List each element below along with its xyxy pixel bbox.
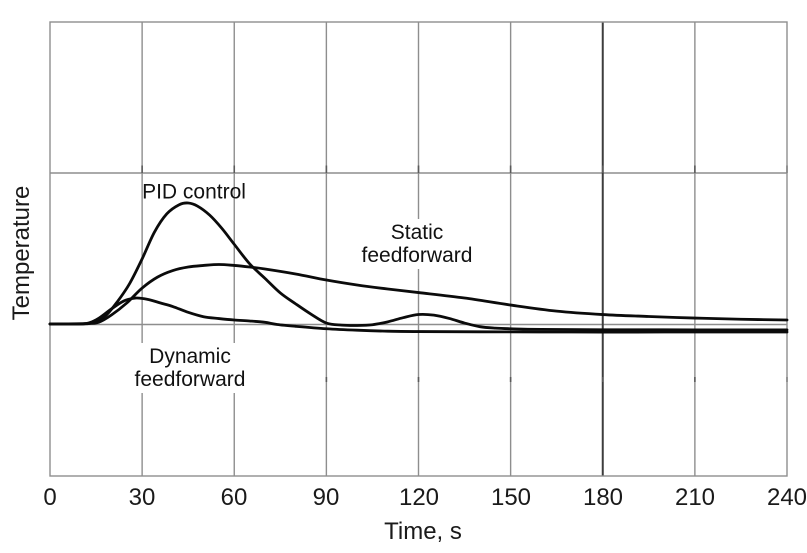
curve-label-pid-control: PID control (142, 180, 246, 204)
curve-label-static-line1: Static (390, 221, 444, 244)
x-tick-180: 180 (582, 484, 624, 511)
y-axis-label: Temperature (8, 185, 35, 321)
curve-label-dynamic-line2: feedforward (134, 368, 246, 391)
plot-border (49, 21, 788, 477)
curve-label-static-feedforward: Static feedforward (355, 219, 479, 269)
x-tick-60: 60 (220, 484, 248, 511)
x-tick-240: 240 (766, 484, 807, 511)
x-tick-120: 120 (398, 484, 440, 511)
pid-control-curve (48, 201, 789, 332)
x-tick-150: 150 (490, 484, 532, 511)
x-tick-90: 90 (312, 484, 340, 511)
curve-label-static-line2: feedforward (361, 244, 473, 267)
dynamic-feedforward-curve (48, 296, 789, 334)
curve-label-dynamic-feedforward: Dynamic feedforward (128, 343, 252, 393)
curve-label-dynamic-line1: Dynamic (149, 345, 231, 368)
x-axis-label: Time, s (384, 518, 462, 545)
x-tick-210: 210 (674, 484, 716, 511)
x-tick-30: 30 (128, 484, 156, 511)
x-tick-0: 0 (43, 484, 57, 511)
